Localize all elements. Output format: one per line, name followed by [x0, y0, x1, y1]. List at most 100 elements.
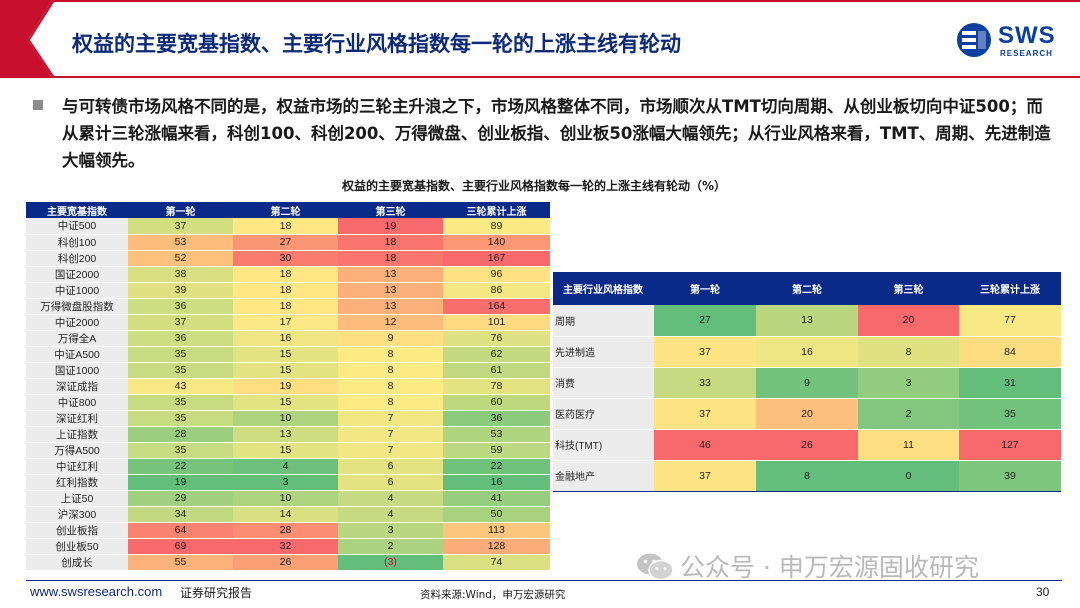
value-cell: 13 — [338, 282, 443, 299]
page-number: 30 — [1036, 585, 1050, 599]
column-header: 第二轮 — [233, 202, 338, 218]
table-row: 创成长 55 26 (3) 74 — [26, 554, 550, 571]
value-cell: 38 — [128, 266, 233, 283]
table-row: 先进制造 37 16 8 84 — [553, 336, 1061, 368]
value-cell: 18 — [233, 298, 338, 315]
value-cell: 19 — [233, 378, 338, 395]
row-label: 科技(TMT) — [553, 429, 654, 461]
value-cell: 43 — [128, 378, 233, 395]
table-row: 金融地产 37 8 0 39 — [553, 460, 1061, 492]
table-row: 中证800 35 15 8 60 — [26, 394, 550, 411]
value-cell: 13 — [338, 298, 443, 315]
table-row: 红利指数 19 3 6 16 — [26, 474, 550, 491]
value-cell: 22 — [443, 458, 550, 475]
value-cell: 9 — [756, 367, 858, 399]
value-cell: 4 — [338, 490, 443, 507]
sector-table-body: 周期 27 13 20 77 先进制造 37 16 8 84 消费 33 9 3 31 医药医疗 37 20 2 35… — [553, 305, 1061, 492]
value-cell: 2 — [338, 538, 443, 555]
row-label: 红利指数 — [26, 474, 128, 491]
value-cell: 11 — [858, 429, 959, 461]
value-cell: 13 — [233, 426, 338, 443]
value-cell: 13 — [756, 305, 858, 337]
row-label: 深证红利 — [26, 410, 128, 427]
row-label: 创成长 — [26, 554, 128, 571]
table-row: 中证500 37 18 19 89 — [26, 218, 550, 235]
row-label: 周期 — [553, 305, 654, 337]
row-label: 中证红利 — [26, 458, 128, 475]
value-cell: 17 — [233, 314, 338, 331]
table-row: 中证红利 22 4 6 22 — [26, 458, 550, 475]
value-cell: 113 — [443, 522, 550, 539]
column-header: 三轮累计上涨 — [443, 202, 550, 218]
value-cell: 41 — [443, 490, 550, 507]
table-row: 科创200 52 30 18 167 — [26, 250, 550, 267]
value-cell: 20 — [756, 398, 858, 430]
value-cell: 19 — [338, 218, 443, 235]
value-cell: 4 — [233, 458, 338, 475]
row-label: 上证50 — [26, 490, 128, 507]
table-row: 万得微盘股指数 36 18 13 164 — [26, 298, 550, 315]
value-cell: 39 — [128, 282, 233, 299]
table-row: 万得A500 35 15 7 59 — [26, 442, 550, 459]
column-header: 主要行业风格指数 — [553, 272, 654, 305]
value-cell: 15 — [233, 394, 338, 411]
row-label: 中证500 — [26, 218, 128, 235]
column-header: 第一轮 — [654, 272, 756, 305]
value-cell: 8 — [338, 394, 443, 411]
watermark-text: 公众号 · 申万宏源固收研究 — [680, 553, 979, 582]
row-label: 金融地产 — [553, 460, 654, 492]
bullet-text: 与可转债市场风格不同的是，权益市场的三轮主升浪之下，市场风格整体不同，市场顺次从… — [62, 97, 1051, 170]
row-label: 沪深300 — [26, 506, 128, 523]
value-cell: 18 — [233, 266, 338, 283]
value-cell: 27 — [654, 305, 756, 337]
row-label: 科创100 — [26, 234, 128, 251]
table-row: 上证指数 28 13 7 53 — [26, 426, 550, 443]
row-label: 中证A500 — [26, 346, 128, 363]
sws-logo-icon — [957, 23, 991, 57]
row-label: 先进制造 — [553, 336, 654, 368]
value-cell: 32 — [233, 538, 338, 555]
table-row: 中证A500 35 15 8 62 — [26, 346, 550, 363]
column-header: 三轮累计上涨 — [959, 272, 1061, 305]
table-header-row: 主要宽基指数 第一轮 第二轮 第三轮 三轮累计上涨 — [26, 202, 550, 218]
table-row: 深证红利 35 10 7 36 — [26, 410, 550, 427]
footer-website-link[interactable]: www.swsresearch.com — [30, 584, 163, 599]
value-cell: 0 — [858, 460, 959, 492]
value-cell: 140 — [443, 234, 550, 251]
wechat-watermark: 公众号 · 申万宏源固收研究 — [636, 548, 979, 582]
value-cell: 37 — [128, 314, 233, 331]
row-label: 万得全A — [26, 330, 128, 347]
value-cell: 16 — [233, 330, 338, 347]
row-label: 国证2000 — [26, 266, 128, 283]
value-cell: 33 — [654, 367, 756, 399]
value-cell: 128 — [443, 538, 550, 555]
bullet-square-icon — [33, 100, 43, 110]
value-cell: 6 — [338, 458, 443, 475]
table-row: 医药医疗 37 20 2 35 — [553, 398, 1061, 430]
value-cell: 4 — [338, 506, 443, 523]
value-cell: 46 — [654, 429, 756, 461]
value-cell: 18 — [233, 282, 338, 299]
table-row: 中证2000 37 17 12 101 — [26, 314, 550, 331]
column-header: 第一轮 — [128, 202, 233, 218]
table-row: 国证1000 35 15 8 61 — [26, 362, 550, 379]
value-cell: 50 — [443, 506, 550, 523]
value-cell: 8 — [338, 378, 443, 395]
value-cell: 86 — [443, 282, 550, 299]
value-cell: 7 — [338, 426, 443, 443]
row-label: 中证2000 — [26, 314, 128, 331]
value-cell: 74 — [443, 554, 550, 571]
wechat-icon — [637, 553, 674, 581]
value-cell: 62 — [443, 346, 550, 363]
table-row: 国证2000 38 18 13 96 — [26, 266, 550, 283]
value-cell: 36 — [128, 330, 233, 347]
sector-style-table: 主要行业风格指数 第一轮 第二轮 第三轮 三轮累计上涨 周期 27 13 20 77 先进… — [553, 272, 1061, 492]
value-cell: 7 — [338, 442, 443, 459]
row-label: 国证1000 — [26, 362, 128, 379]
value-cell: 18 — [338, 234, 443, 251]
value-cell: 16 — [443, 474, 550, 491]
value-cell: 53 — [443, 426, 550, 443]
value-cell: 35 — [128, 410, 233, 427]
value-cell: 28 — [233, 522, 338, 539]
value-cell: 37 — [654, 398, 756, 430]
